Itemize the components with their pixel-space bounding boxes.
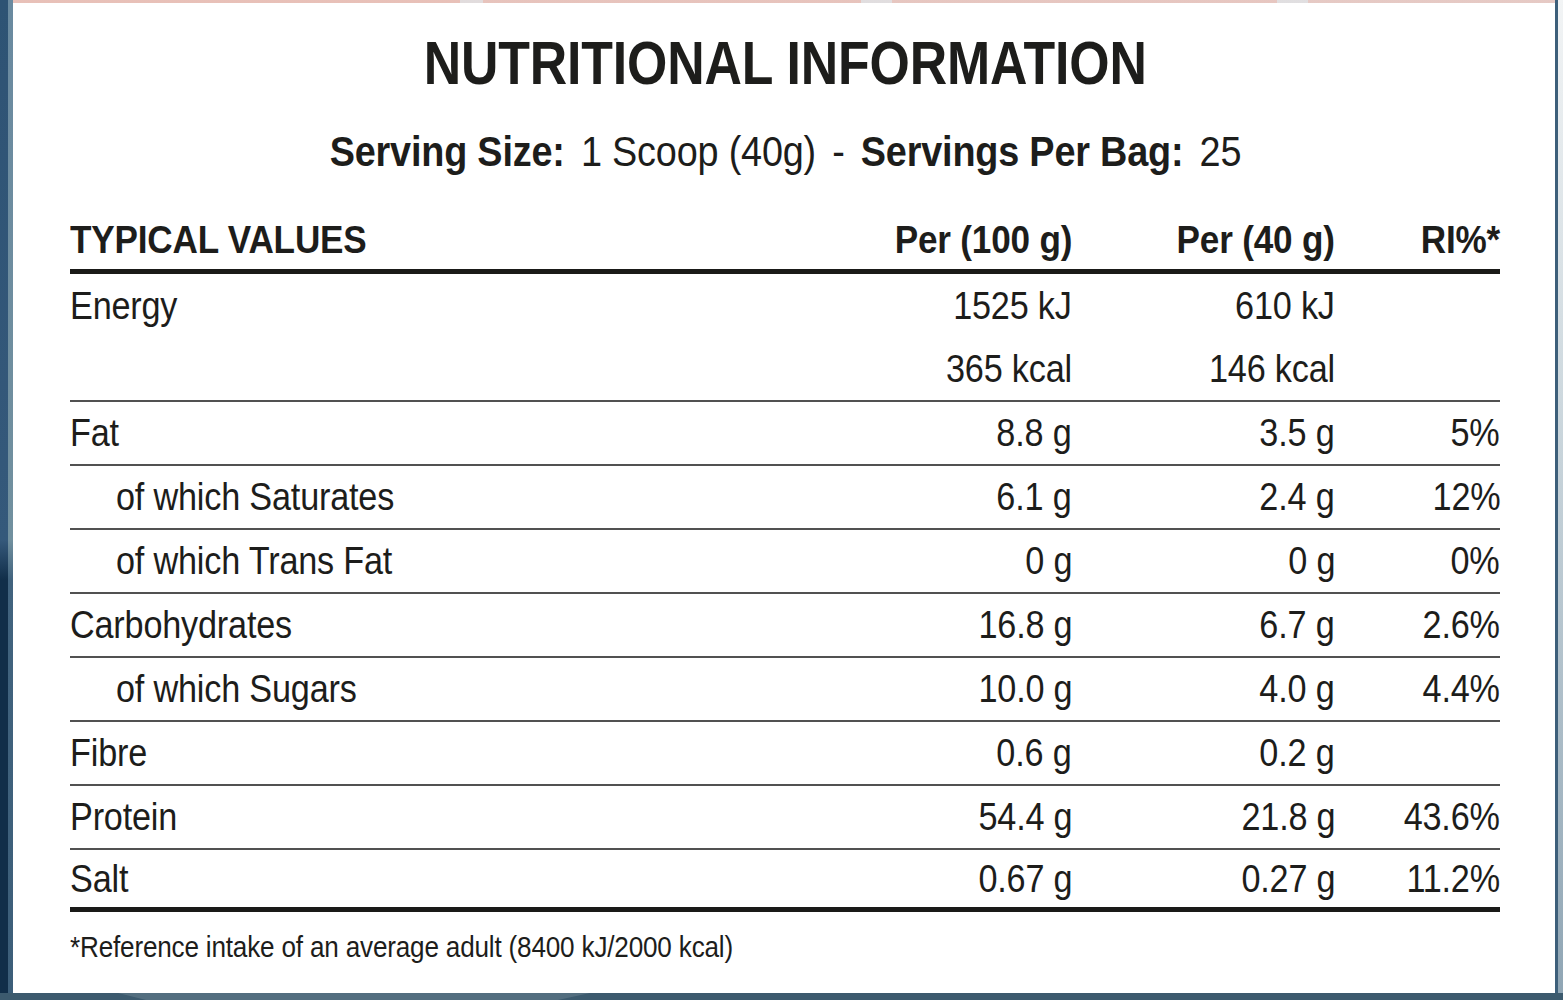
row-label: of which Trans Fat: [116, 541, 392, 581]
per-40g-value: 2.4 g: [1260, 477, 1335, 517]
ri-value: 12%: [1432, 477, 1500, 517]
package-right-edge-highlight: [1558, 0, 1563, 1000]
row-label: Carbohydrates: [70, 605, 292, 645]
table-row-trans-fat: of which Trans Fat 0 g 0 g 0%: [70, 528, 1500, 592]
serving-dash: -: [832, 128, 844, 175]
per-100g-value: 10.0 g: [978, 669, 1072, 709]
table-row-protein: Protein 54.4 g 21.8 g 43.6%: [70, 784, 1500, 848]
ri-value: 2.6%: [1423, 605, 1500, 645]
row-label: of which Saturates: [116, 477, 394, 517]
table-row-salt: Salt 0.67 g 0.27 g 11.2%: [70, 848, 1500, 912]
table-row-sugars: of which Sugars 10.0 g 4.0 g 4.4%: [70, 656, 1500, 720]
ri-value: 43.6%: [1404, 797, 1500, 837]
table-row-fibre: Fibre 0.6 g 0.2 g: [70, 720, 1500, 784]
serving-info-line: Serving Size: 1 Scoop (40g)-Servings Per …: [70, 130, 1500, 174]
reference-intake-footnote: *Reference intake of an average adult (8…: [70, 930, 1500, 964]
table-row-energy-kcal: 365 kcal 146 kcal: [70, 337, 1500, 400]
row-label: Protein: [70, 797, 177, 837]
per-100g-value: 16.8 g: [978, 605, 1072, 645]
header-ri-percent: RI%*: [1421, 220, 1500, 260]
per-40g-value: 4.0 g: [1260, 669, 1335, 709]
row-label: Salt: [70, 859, 128, 899]
row-label: Fibre: [70, 733, 147, 773]
table-row-fat: Fat 8.8 g 3.5 g 5%: [70, 400, 1500, 464]
per-100g-value: 365 kcal: [946, 349, 1072, 389]
per-100g-value: 8.8 g: [997, 413, 1072, 453]
table-row-saturates: of which Saturates 6.1 g 2.4 g 12%: [70, 464, 1500, 528]
row-label: of which Sugars: [116, 669, 357, 709]
per-100g-value: 0 g: [1025, 541, 1072, 581]
header-per-40g: Per (40 g): [1177, 220, 1335, 260]
table-header-row: TYPICAL VALUES Per (100 g) Per (40 g) RI…: [70, 220, 1500, 274]
per-100g-value: 54.4 g: [978, 797, 1072, 837]
page-title-text: NUTRITIONAL INFORMATION: [424, 33, 1147, 93]
servings-per-bag-value: 25: [1199, 128, 1241, 175]
serving-size-value: 1 Scoop (40g): [580, 128, 815, 175]
ri-value: 11.2%: [1406, 859, 1500, 899]
per-40g-value: 3.5 g: [1260, 413, 1335, 453]
header-per-100g: Per (100 g): [895, 220, 1072, 260]
header-typical-values: TYPICAL VALUES: [70, 220, 367, 260]
ri-value: 5%: [1451, 413, 1500, 453]
table-row-carbohydrates: Carbohydrates 16.8 g 6.7 g 2.6%: [70, 592, 1500, 656]
per-40g-value: 0.27 g: [1241, 859, 1335, 899]
reference-intake-text: *Reference intake of an average adult (8…: [70, 930, 733, 964]
per-40g-value: 146 kcal: [1209, 349, 1335, 389]
per-40g-value: 0.2 g: [1260, 733, 1335, 773]
ri-value: 4.4%: [1423, 669, 1500, 709]
row-label: Fat: [70, 413, 119, 453]
per-40g-value: 0 g: [1288, 541, 1335, 581]
per-40g-value: 6.7 g: [1260, 605, 1335, 645]
package-left-edge: [0, 0, 8, 1000]
serving-size-label: Serving Size:: [329, 128, 564, 175]
table-row-energy-kj: Energy 1525 kJ 610 kJ: [70, 274, 1500, 337]
per-100g-value: 1525 kJ: [953, 286, 1072, 326]
per-40g-value: 21.8 g: [1241, 797, 1335, 837]
ri-value: 0%: [1451, 541, 1500, 581]
per-100g-value: 0.67 g: [978, 859, 1072, 899]
row-label: Energy: [70, 286, 177, 326]
nutrition-label-card: NUTRITIONAL INFORMATION Serving Size: 1 S…: [13, 3, 1555, 993]
per-100g-value: 0.6 g: [997, 733, 1072, 773]
nutrition-table: TYPICAL VALUES Per (100 g) Per (40 g) RI…: [70, 220, 1500, 912]
per-40g-value: 610 kJ: [1235, 286, 1335, 326]
page-title: NUTRITIONAL INFORMATION: [70, 33, 1500, 93]
per-100g-value: 6.1 g: [997, 477, 1072, 517]
servings-per-bag-label: Servings Per Bag:: [860, 128, 1183, 175]
